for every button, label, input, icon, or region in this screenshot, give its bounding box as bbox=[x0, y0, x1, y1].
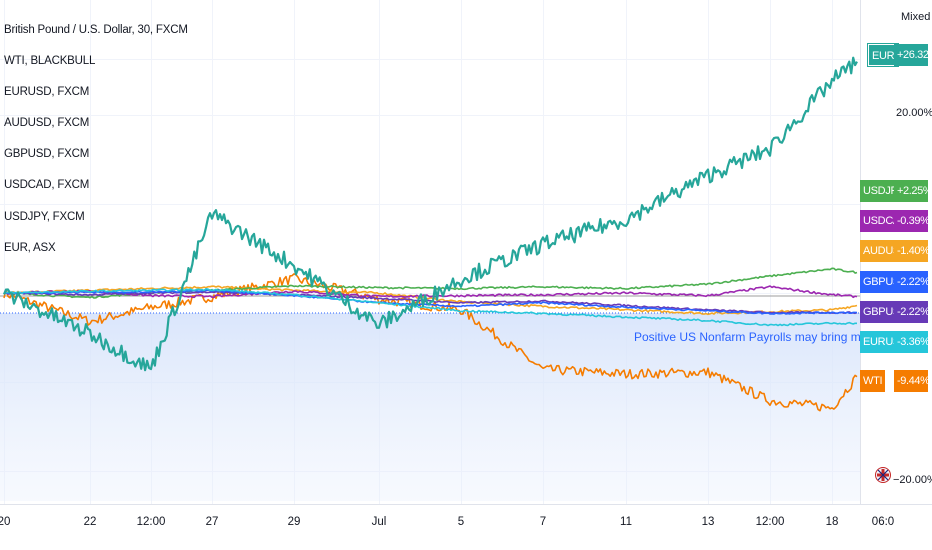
tag-name-wti: WTI bbox=[860, 370, 886, 392]
legend-main-symbol[interactable]: British Pound / U.S. Dollar, 30, FXCM bbox=[4, 24, 188, 36]
x-tick-label: 12:00 bbox=[136, 516, 166, 528]
legend-item-gbpusd[interactable]: GBPUSD, FXCM bbox=[4, 148, 90, 161]
tag-value-wti: -9.44% bbox=[894, 370, 930, 392]
y-axis-label-bottom: −20.00% bbox=[893, 474, 932, 486]
x-tick-label: 22 bbox=[83, 516, 97, 528]
series-layer bbox=[2, 56, 858, 412]
x-tick-label: 06:0 bbox=[871, 516, 895, 528]
x-tick-label: 5 bbox=[457, 516, 465, 528]
x-tick-label: Jul bbox=[371, 516, 387, 528]
scale-mode-label[interactable]: Mixed bbox=[901, 11, 931, 23]
series-line-gbpusd-5 bbox=[3, 290, 858, 315]
legend-item-audusd[interactable]: AUDUSD, FXCM bbox=[4, 117, 90, 130]
news-annotation[interactable]: Positive US Nonfarm Payrolls may bring m… bbox=[634, 330, 860, 344]
tag-value-gbpusd: -2.22% bbox=[894, 301, 930, 323]
tag-value-usdcad: -0.39% bbox=[894, 210, 930, 232]
tag-value-eur: +26.32% bbox=[894, 44, 932, 66]
uk-flag-icon[interactable] bbox=[875, 463, 891, 487]
tag-value-usdjpy: +2.25% bbox=[894, 180, 932, 202]
legend-item-wti[interactable]: WTI, BLACKBULL bbox=[4, 55, 96, 68]
series-line-eur-0 bbox=[2, 56, 858, 372]
series-line-eurusd-6 bbox=[3, 287, 857, 327]
x-tick-label: 11 bbox=[620, 516, 632, 528]
legend-item-eur-asx[interactable]: EUR, ASX bbox=[4, 241, 56, 254]
legend-item-eurusd[interactable]: EURUSD, FXCM bbox=[4, 86, 90, 99]
y-axis-label-top: 20.00% bbox=[896, 107, 932, 119]
x-tick-label: 20 bbox=[0, 516, 11, 528]
tag-value-eurusd: -3.36% bbox=[894, 331, 930, 353]
series-line-usdcad-2 bbox=[3, 285, 858, 299]
tag-value-gbpusd: -2.22% bbox=[894, 271, 930, 293]
x-tick-label: 13 bbox=[701, 516, 715, 528]
legend-item-usdjpy[interactable]: USDJPY, FXCM bbox=[4, 210, 85, 223]
series-line-wti-7 bbox=[3, 273, 858, 412]
chart-legend: British Pound / U.S. Dollar, 30, FXCM WT… bbox=[4, 20, 188, 269]
x-tick-label: 27 bbox=[205, 516, 219, 528]
x-tick-label: 12:00 bbox=[755, 516, 785, 528]
legend-item-usdcad[interactable]: USDCAD, FXCM bbox=[4, 179, 90, 192]
tag-name-eur: EUR bbox=[866, 43, 900, 67]
x-tick-label: 7 bbox=[539, 516, 547, 528]
x-tick-label: 29 bbox=[287, 516, 301, 528]
x-tick-label: 18 bbox=[825, 516, 839, 528]
baseline-fill-area bbox=[0, 313, 860, 501]
tag-value-audusd: -1.40% bbox=[894, 240, 930, 262]
series-line-audusd-3 bbox=[3, 285, 858, 316]
